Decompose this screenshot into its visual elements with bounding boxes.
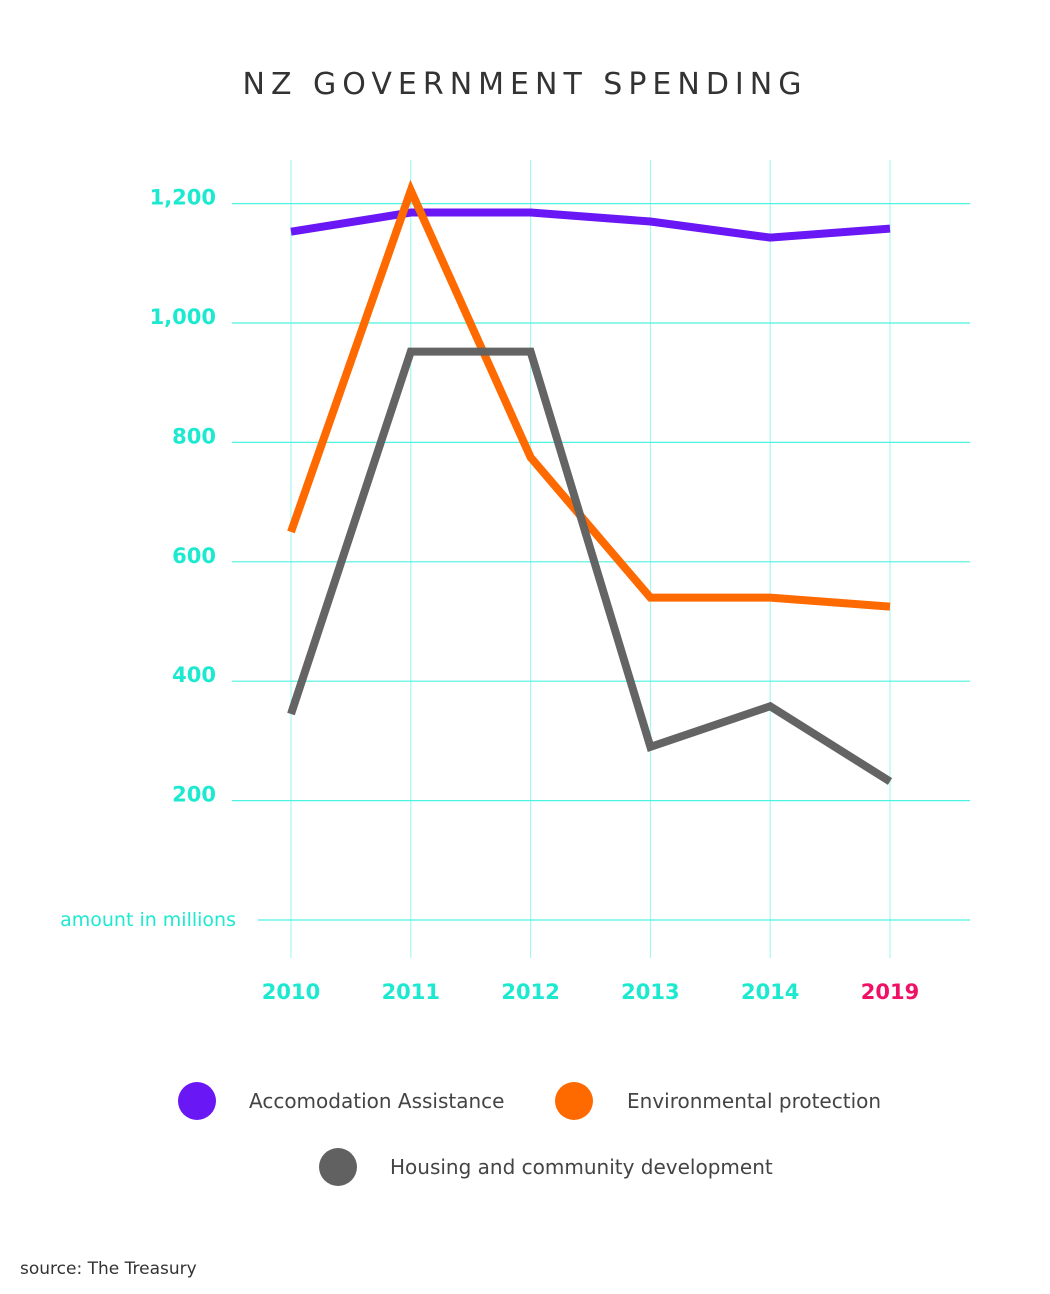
source-note: source: The Treasury xyxy=(20,1259,197,1279)
legend-label: Environmental protection xyxy=(627,1089,881,1113)
legend-item-environmental: Environmental protection xyxy=(555,1082,881,1120)
x-tick-label: 2019 xyxy=(861,980,919,1004)
y-axis: 200 400 600 800 1,000 1,200 xyxy=(150,186,216,807)
series-line-housing xyxy=(287,347,893,785)
x-tick-label: 2011 xyxy=(382,980,440,1004)
series-lines xyxy=(287,179,893,785)
y-axis-label: amount in millions xyxy=(60,909,236,931)
series-line-environmental xyxy=(287,179,891,611)
y-tick-label: 1,200 xyxy=(150,186,216,210)
x-tick-label: 2010 xyxy=(262,980,320,1004)
legend-swatch xyxy=(555,1082,593,1120)
x-tick-label: 2012 xyxy=(501,980,559,1004)
x-tick-label: 2013 xyxy=(621,980,679,1004)
legend-label: Housing and community development xyxy=(390,1155,773,1179)
x-tick-label: 2014 xyxy=(741,980,799,1004)
x-axis: 2010 2011 2012 2013 2014 2019 xyxy=(262,980,919,1004)
y-tick-label: 600 xyxy=(172,544,216,568)
legend: Accomodation Assistance Environmental pro… xyxy=(178,1082,881,1186)
legend-swatch xyxy=(178,1082,216,1120)
legend-item-housing: Housing and community development xyxy=(319,1148,773,1186)
grid xyxy=(232,160,970,958)
legend-label: Accomodation Assistance xyxy=(249,1089,504,1113)
legend-item-accomodation: Accomodation Assistance xyxy=(178,1082,504,1120)
chart-title: NZ GOVERNMENT SPENDING xyxy=(243,67,808,102)
y-tick-label: 800 xyxy=(172,424,216,448)
series-line-accomodation xyxy=(290,208,891,242)
y-tick-label: 200 xyxy=(172,783,216,807)
y-tick-label: 400 xyxy=(172,663,216,687)
y-tick-label: 1,000 xyxy=(150,305,216,329)
legend-swatch xyxy=(319,1148,357,1186)
